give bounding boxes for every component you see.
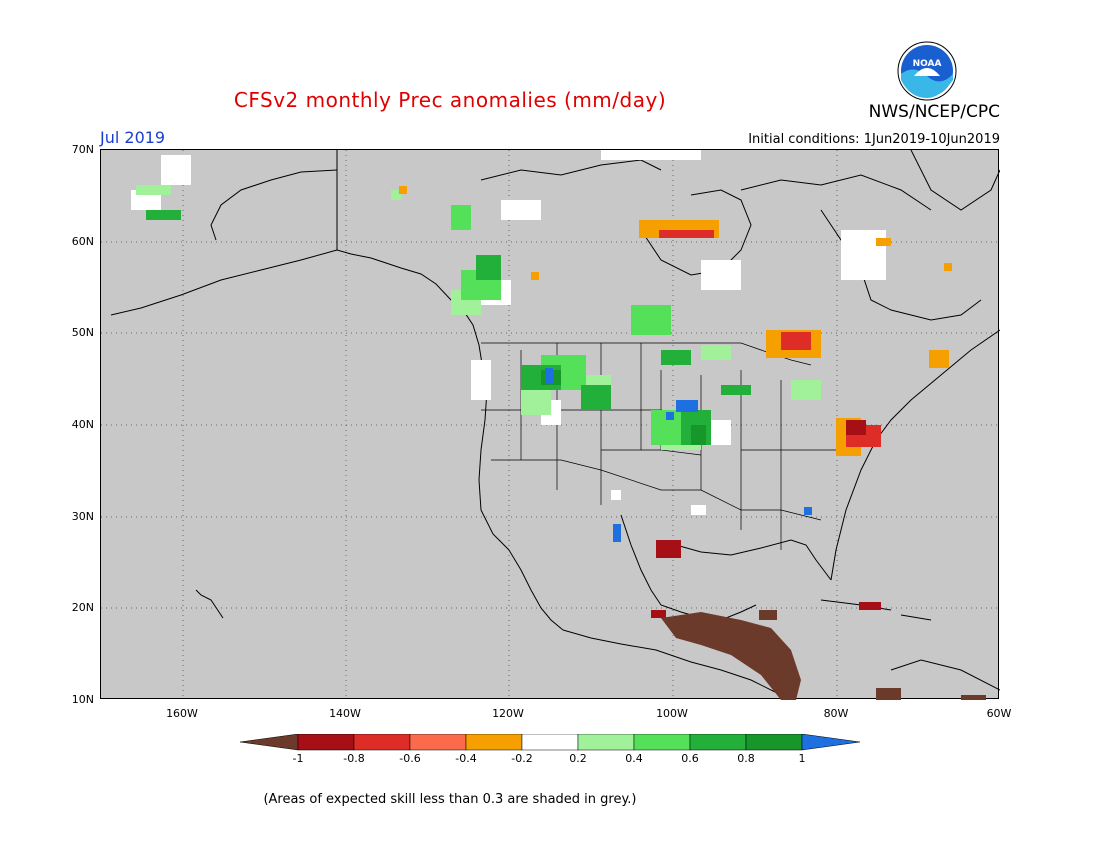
- initial-conditions: Initial conditions: 1Jun2019-10Jun2019: [748, 132, 1000, 147]
- colorbar-label-1: 1: [798, 752, 806, 765]
- lon-label-120w: 120W: [492, 707, 524, 720]
- anomaly-brown: [661, 610, 986, 700]
- colorbar-label-02: 0.2: [569, 752, 587, 765]
- colorbar-bin-6: [577, 734, 635, 751]
- skill-note: (Areas of expected skill less than 0.3 a…: [263, 792, 637, 807]
- lon-label-60w: 60W: [986, 707, 1012, 720]
- organization-label: NWS/NCEP/CPC: [868, 102, 1000, 122]
- lat-label-50n: 50N: [71, 326, 94, 339]
- anomaly-medium-green: [451, 205, 701, 445]
- map-svg: [101, 149, 1001, 701]
- lat-label-30n: 30N: [71, 510, 94, 523]
- colorbar-label-04: 0.4: [625, 752, 643, 765]
- colorbar-bin-8: [689, 734, 747, 751]
- lat-label-10n: 10N: [71, 693, 94, 706]
- forecast-month: Jul 2019: [100, 128, 166, 147]
- lon-label-100w: 100W: [656, 707, 688, 720]
- colorbar-bin-5: [521, 734, 579, 751]
- colorbar-bin-1: [297, 734, 355, 751]
- colorbar-high-arrow: [801, 734, 861, 751]
- colorbar: [240, 734, 861, 751]
- colorbar-label-neg04: -0.4: [455, 752, 477, 765]
- map-title: CFSv2 monthly Prec anomalies (mm/day): [233, 88, 667, 112]
- anomaly-red: [659, 230, 881, 447]
- lon-label-140w: 140W: [329, 707, 361, 720]
- lat-label-70n: 70N: [71, 143, 94, 156]
- colorbar-bin-4: [465, 734, 523, 751]
- colorbar-label-neg08: -0.8: [343, 752, 365, 765]
- lon-label-80w: 80W: [823, 707, 849, 720]
- noaa-logo: NOAA: [897, 41, 957, 101]
- colorbar-low-arrow: [240, 734, 299, 751]
- colorbar-label-neg02: -0.2: [511, 752, 533, 765]
- colorbar-bin-2: [353, 734, 411, 751]
- colorbar-label-neg1: -1: [292, 752, 304, 765]
- lat-label-40n: 40N: [71, 418, 94, 431]
- noaa-logo-text: NOAA: [913, 59, 942, 69]
- anomaly-blue: [545, 368, 812, 542]
- colorbar-bin-9: [745, 734, 803, 751]
- lon-label-160w: 160W: [166, 707, 198, 720]
- lat-label-20n: 20N: [71, 601, 94, 614]
- colorbar-label-neg06: -0.6: [399, 752, 421, 765]
- anomaly-dark-red: [651, 420, 881, 618]
- map-panel: [100, 149, 1001, 701]
- colorbar-bin-7: [633, 734, 691, 751]
- lat-label-60n: 60N: [71, 235, 94, 248]
- colorbar-bin-3: [409, 734, 467, 751]
- colorbar-label-06: 0.6: [681, 752, 699, 765]
- colorbar-label-08: 0.8: [737, 752, 755, 765]
